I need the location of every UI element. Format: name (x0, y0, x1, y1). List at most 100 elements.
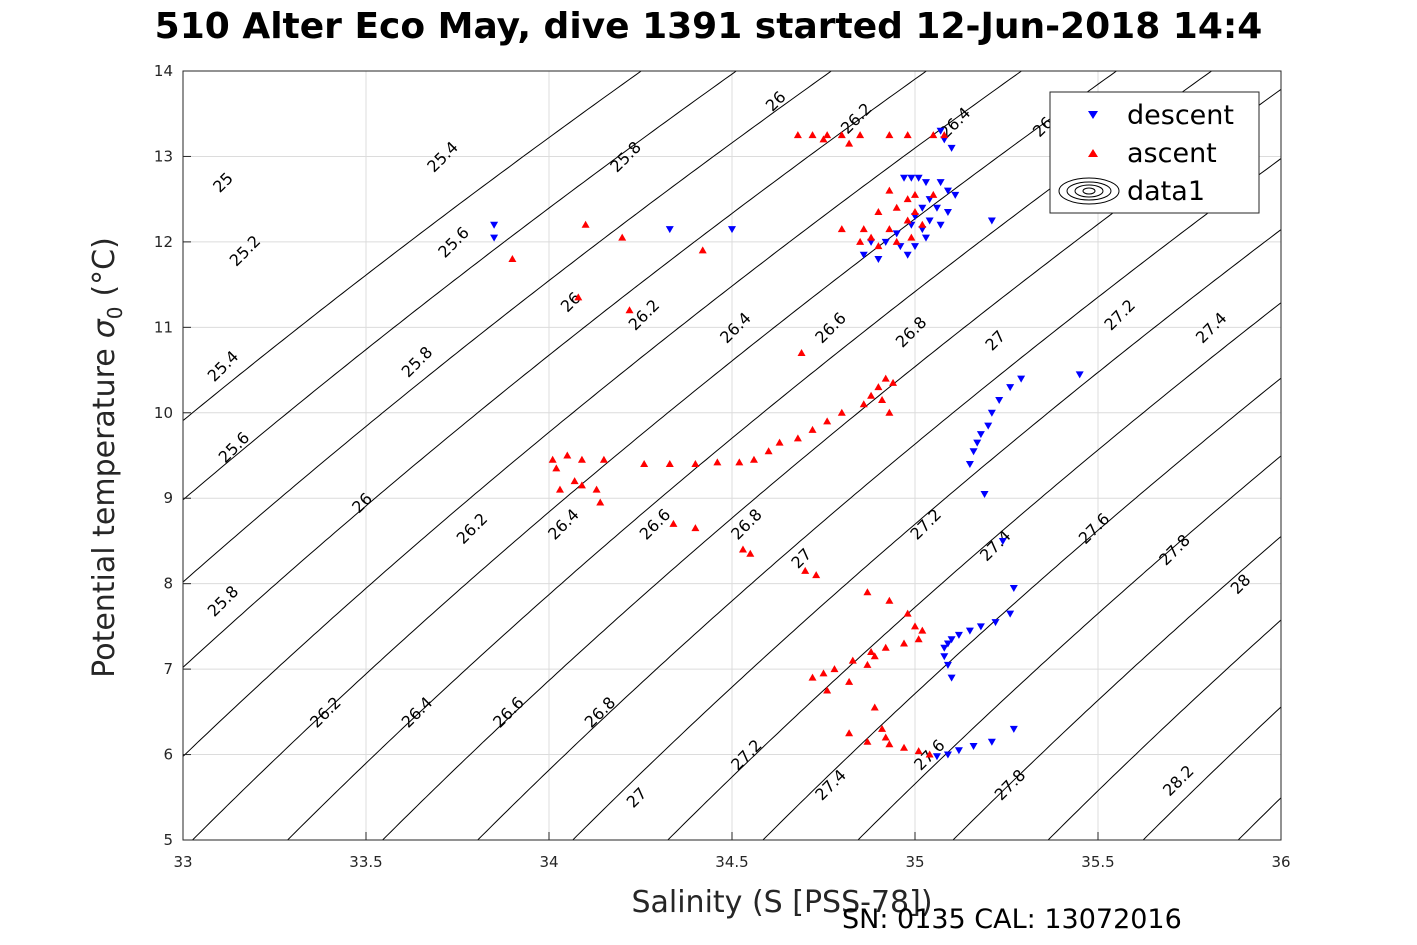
contour-label: 27 (623, 784, 651, 812)
x-tick-label: 33.5 (349, 853, 382, 871)
legend: descent ascent data1 (1049, 91, 1260, 214)
descent-point (954, 631, 963, 639)
ascent-point (797, 348, 806, 356)
contour-label: 27.6 (1075, 509, 1114, 548)
ascent-point (845, 139, 854, 147)
ascent-point (911, 207, 919, 215)
isopycnal-line (183, 71, 737, 501)
contour-label: 28 (1227, 570, 1255, 598)
ascent-point (552, 464, 561, 472)
ascent-point (845, 729, 854, 737)
ascent-point (859, 400, 868, 408)
ascent-point (900, 639, 909, 647)
descent-point (892, 230, 901, 238)
isopycnal-line (667, 302, 1281, 840)
descent-point (965, 627, 974, 635)
ascent-point (508, 254, 517, 262)
y-tick-label: 10 (154, 404, 173, 422)
isopycnal-line (762, 377, 1281, 840)
ascent-point (581, 220, 590, 228)
descent-point (995, 396, 1004, 404)
ascent-point (746, 549, 755, 557)
descent-point (1075, 371, 1084, 379)
descent-point (984, 422, 993, 430)
ascent-point (914, 635, 923, 643)
isopycnal-line (183, 71, 832, 583)
ascent-point (856, 237, 865, 245)
ascent-point (878, 395, 887, 403)
descent-point (947, 674, 956, 682)
descent-point (921, 179, 930, 187)
ascent-point (856, 131, 865, 139)
ascent-point (548, 455, 557, 463)
y-tick-label: 9 (163, 489, 173, 507)
ascent-point (775, 438, 784, 446)
ascent-point (914, 747, 923, 755)
descent-point (940, 653, 949, 661)
ascent-point (874, 383, 883, 391)
ascent-point (870, 703, 879, 711)
ascent-point (812, 571, 821, 579)
ascent-point (793, 131, 802, 139)
ascent-point (749, 455, 758, 463)
y-tick-label: 12 (154, 233, 173, 251)
descent-series (490, 127, 1084, 761)
contour-label: 26.6 (489, 693, 528, 732)
descent-point (665, 226, 674, 234)
contour-label: 26.8 (892, 313, 931, 352)
contour-label: 26 (348, 489, 376, 517)
descent-point (1017, 375, 1026, 383)
descent-point (991, 619, 1000, 627)
ascent-point (698, 246, 707, 254)
legend-ascent-marker (1088, 149, 1098, 157)
descent-point (940, 644, 949, 652)
descent-point (987, 409, 996, 417)
ascent-point (907, 233, 916, 241)
ascent-point (867, 391, 876, 399)
ascent-point (555, 485, 564, 493)
ascent-series (508, 131, 949, 758)
ascent-point (885, 740, 894, 748)
descent-point (921, 234, 930, 242)
contour-label: 25.8 (204, 582, 243, 621)
descent-point (900, 174, 909, 182)
descent-point (925, 217, 934, 225)
contour-label: 27.4 (811, 766, 850, 805)
descent-point (954, 747, 963, 755)
ascent-point (892, 237, 901, 245)
descent-point (918, 226, 927, 234)
ascent-point (823, 686, 832, 694)
ascent-point (903, 195, 912, 203)
legend-contour-icon (1058, 177, 1120, 205)
descent-point (987, 217, 996, 225)
ascent-point (819, 135, 828, 143)
descent-point (936, 221, 945, 229)
ascent-point (577, 455, 586, 463)
ascent-point (885, 131, 894, 139)
legend-data1-label: data1 (1127, 176, 1205, 207)
x-axis-label: Salinity (S [PSS-78]) (631, 885, 932, 920)
descent-point (947, 636, 956, 644)
x-tick-label: 35 (905, 853, 924, 871)
ascent-point (669, 519, 678, 527)
ascent-point (819, 669, 828, 677)
ascent-point (903, 216, 912, 224)
ascent-point (863, 588, 872, 596)
ascent-point (837, 408, 846, 416)
contour-label: 27 (981, 327, 1009, 355)
descent-point (1009, 725, 1018, 733)
ascent-point (878, 724, 887, 732)
isopycnal-line (572, 229, 1281, 840)
ascent-point (618, 233, 627, 241)
isopycnal-line (857, 455, 1281, 840)
ascent-point (577, 481, 586, 489)
isopycnal-line (192, 71, 1117, 840)
ascent-point (665, 460, 674, 468)
ascent-point (885, 186, 894, 194)
ascent-point (885, 225, 894, 233)
y-tick-label: 11 (154, 318, 173, 336)
descent-point (859, 251, 868, 259)
descent-point (951, 191, 960, 199)
descent-point (936, 127, 945, 135)
ascent-point (940, 131, 949, 139)
